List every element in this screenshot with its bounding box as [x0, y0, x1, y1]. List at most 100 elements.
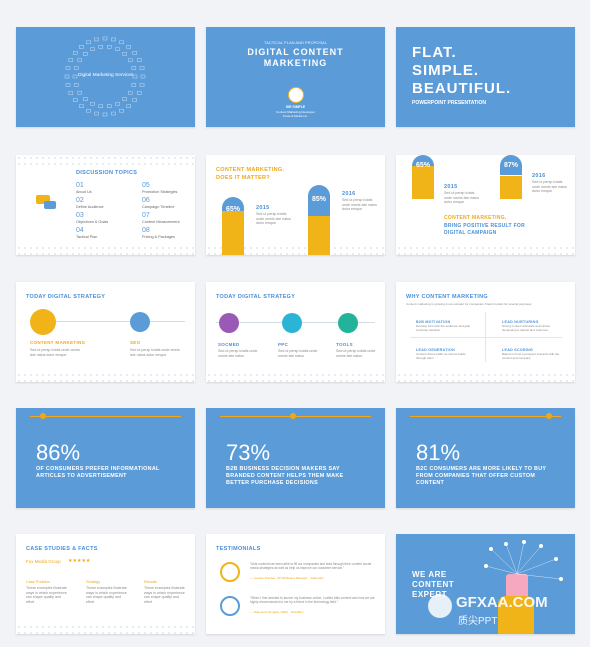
topic-label: Content Measurement	[142, 220, 180, 224]
result-subheading-2: DIGITAL CAMPAIGN	[444, 230, 497, 236]
year-desc: Sed ut persp iciatis unde omnis iste nat…	[532, 180, 567, 194]
percent-bar: 87%	[500, 155, 522, 199]
rating-stars: ★★★★★	[68, 558, 91, 564]
presenter-role: Content Marketing Developer	[275, 110, 316, 114]
topic-label: Define Audience	[76, 205, 104, 209]
icon-rays-graphic	[484, 540, 563, 581]
slide-stat-73[interactable]: 73% B2B BUSINESS DECISION MAKERS SAY BRA…	[206, 408, 385, 508]
slide-strategy-1[interactable]: TODAY DIGITAL STRATEGY CONTENT MARKETING…	[16, 282, 195, 382]
case-label: Strategy	[86, 580, 101, 584]
why-label: LEAD GENERATION	[416, 348, 455, 352]
topic-number: 05	[142, 182, 150, 189]
percent-label: 85%	[311, 196, 326, 203]
percent-label: 87%	[503, 162, 518, 169]
strategy-label: SOCMED	[218, 342, 240, 347]
watermark: GFXAA.COM 质尖PPT	[428, 590, 578, 630]
slide-title-services[interactable]: Digital Marketing Services	[16, 27, 195, 127]
slide-stat-86[interactable]: 86% OF CONSUMERS PREFER INFORMATIONAL AR…	[16, 408, 195, 508]
slide-heading: WHY CONTENT MARKETING	[406, 294, 488, 300]
why-label: LEAD NURTURING	[502, 320, 539, 324]
year-label: 2016	[342, 191, 356, 197]
slide-case-studies[interactable]: CASE STUDIES & FACTS Fox Media Group ★★★…	[16, 534, 195, 634]
year-desc: Sed ut persp iciatis unde omnis iste nat…	[342, 198, 377, 212]
expert-line3: EXPERT	[412, 590, 448, 599]
topic-number: 07	[142, 212, 150, 219]
headline-line2: SIMPLE.	[412, 62, 480, 79]
slide-cover[interactable]: TACTICAL PLAN AND PROPOSAL DIGITAL CONTE…	[206, 27, 385, 127]
slide-positive-result[interactable]: 65% 2015 Sed ut persp iciatis unde omnis i…	[396, 155, 575, 255]
expert-line2: CONTENT	[412, 580, 455, 589]
watermark-logo-icon	[428, 594, 452, 618]
topic-label: Tactical Plan	[76, 235, 98, 239]
slide-heading: TODAY DIGITAL STRATEGY	[26, 294, 106, 300]
slide-flat-simple[interactable]: FLAT. SIMPLE. BEAUTIFUL. POWERPOINT PRES…	[396, 27, 575, 127]
stat-number: 81%	[416, 440, 461, 465]
slide-heading: CONTENT MARKETING.	[216, 167, 285, 173]
percent-bar: 85%	[308, 185, 330, 255]
chat-icon-2	[44, 201, 56, 209]
slide-subheading: DOES IT MATTER?	[216, 175, 270, 181]
result-heading: CONTENT MARKETING.	[444, 215, 507, 221]
presenter-name: SIR SIMPLE	[285, 105, 306, 109]
slide-strategy-2[interactable]: TODAY DIGITAL STRATEGY SOCMED Sed ut pers…	[206, 282, 385, 382]
year-desc: Sed ut persp iciatis unde omnis iste nat…	[256, 212, 291, 226]
case-label: Results	[144, 580, 157, 584]
ppc-icon	[282, 313, 302, 333]
topic-number: 01	[76, 182, 84, 189]
testimonial-quote: "When I first decided to launch my busin…	[250, 596, 375, 605]
why-desc: Develop trust with the audience and gain…	[416, 324, 471, 332]
slide-testimonials[interactable]: TESTIMONIALS "Aids content has been able…	[206, 534, 385, 634]
percent-bar: 65%	[222, 197, 244, 255]
slide-stat-81[interactable]: 81% B2C CONSUMERS ARE MORE LIKELY TO BUY…	[396, 408, 575, 508]
testimonial-author: — Leanne Dundee, VP Marketing Manager · …	[250, 576, 324, 580]
year-desc: Sed ut persp iciatis unde omnis iste nat…	[444, 191, 479, 205]
year-label: 2016	[532, 173, 546, 179]
tools-icon	[338, 313, 358, 333]
client-name: Fox Media Group	[26, 559, 61, 564]
stat-number: 73%	[226, 440, 271, 465]
why-desc: Content drives traffic as well as leads …	[416, 352, 466, 360]
headline-sub: POWERPOINT PRESENTATION	[412, 100, 486, 106]
slide-heading: TODAY DIGITAL STRATEGY	[216, 294, 296, 300]
slide-does-it-matter[interactable]: CONTENT MARKETING. DOES IT MATTER? 65% 20…	[206, 155, 385, 255]
strategy-desc: Sed ut persp iciatis unde omnis iste nat…	[218, 349, 258, 358]
slide-caption: Digital Marketing Services	[78, 73, 134, 78]
strategy-desc: Sed ut persp iciatis unde omnis iste nat…	[278, 349, 318, 358]
slide-discussion-topics[interactable]: DISCUSSION TOPICS 01 About Us 05 Promotion …	[16, 155, 195, 255]
case-label: Case Problem	[26, 580, 51, 584]
expert-line1: WE ARE	[412, 570, 447, 579]
content-marketing-icon	[30, 309, 56, 335]
icon-ring-graphic	[64, 36, 146, 117]
strategy-label: TOOLS	[336, 342, 353, 347]
why-label: LEAD SCORING	[502, 348, 534, 352]
percent-bar: 65%	[412, 155, 434, 199]
slide-content-expert[interactable]: WE ARE CONTENT EXPERT	[396, 534, 575, 634]
why-label: B2B MOTIVATION	[416, 320, 451, 324]
slide-why-content[interactable]: WHY CONTENT MARKETING Content marketing …	[396, 282, 575, 382]
slide-intro: Content marketing is growing more releva…	[406, 302, 532, 306]
topic-number: 06	[142, 197, 150, 204]
result-subheading: BRING POSITIVE RESULT FOR	[444, 223, 526, 229]
case-desc: These examples illustrate ways in which …	[26, 586, 67, 604]
stat-text: OF CONSUMERS PREFER INFORMATIONAL ARTICL…	[36, 466, 160, 479]
case-desc: These examples illustrate ways in which …	[144, 586, 185, 604]
headline-line1: FLAT.	[412, 44, 457, 61]
testimonial-quote: "Aids content has been able to fill our …	[250, 562, 372, 571]
chat-icon	[36, 195, 50, 204]
stat-text: B2C CONSUMERS ARE MORE LIKELY TO BUY FRO…	[416, 466, 547, 486]
watermark-brand: GFXAA.COM	[456, 594, 548, 611]
seo-icon	[130, 312, 150, 332]
topic-number: 08	[142, 227, 150, 234]
headline-line3: BEAUTIFUL.	[412, 80, 512, 97]
hand-graphic	[498, 596, 534, 634]
stat-text: B2B BUSINESS DECISION MAKERS SAY BRANDED…	[226, 466, 344, 486]
topic-number: 03	[76, 212, 84, 219]
stat-number: 86%	[36, 440, 81, 465]
slide-heading: TESTIMONIALS	[216, 546, 261, 552]
avatar	[220, 596, 240, 616]
cover-title: DIGITAL CONTENT MARKETING	[247, 47, 344, 68]
topic-number: 04	[76, 227, 84, 234]
strategy-desc: Sed ut persp iciatis unde omnis iste nat…	[336, 349, 376, 358]
why-desc: Strong content articulate and stories de…	[502, 324, 551, 332]
strategy-label: PPC	[278, 342, 289, 347]
